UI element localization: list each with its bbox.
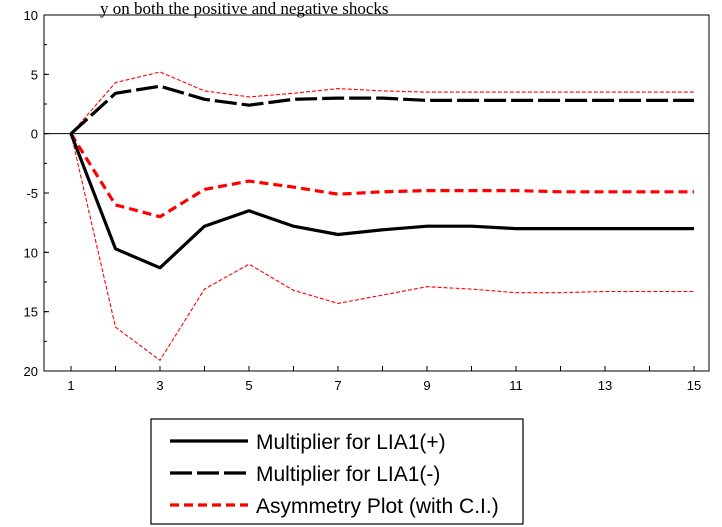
legend: Multiplier for LIA1(+) Multiplier for LIA… [150,418,524,525]
series-line-4 [70,133,694,361]
y-tick-label: 0 [31,127,38,142]
legend-label: Asymmetry Plot (with C.I.) [256,495,499,518]
series-line-3 [70,71,694,135]
x-tick-label: 5 [245,378,252,393]
chart-title: y on both the positive and negative shoc… [100,0,388,18]
y-axis: 10 5 0 -5 10 15 20 [24,8,709,379]
series-lines [69,71,694,361]
x-tick-label: 3 [156,378,163,393]
y-tick-label: 20 [24,364,38,379]
x-tick-label: 15 [687,378,701,393]
y-tick-label: 5 [31,67,38,82]
y-tick-label: 15 [24,305,38,320]
x-tick-label: 11 [509,378,523,393]
series-line-1 [69,84,694,135]
legend-label: Multiplier for LIA1(+) [256,431,446,454]
legend-label: Multiplier for LIA1(-) [256,463,440,486]
x-tick-label: 7 [334,378,341,393]
y-tick-label: 10 [24,8,38,23]
series-line-2 [69,132,694,219]
x-tick-label: 13 [598,378,612,393]
x-tick-label: 1 [67,378,74,393]
series-line-0 [69,133,694,270]
y-tick-label: -5 [26,186,38,201]
x-axis: 1 3 5 7 9 11 13 15 [67,366,701,393]
x-tick-label: 9 [423,378,430,393]
y-tick-label: 10 [24,245,38,260]
